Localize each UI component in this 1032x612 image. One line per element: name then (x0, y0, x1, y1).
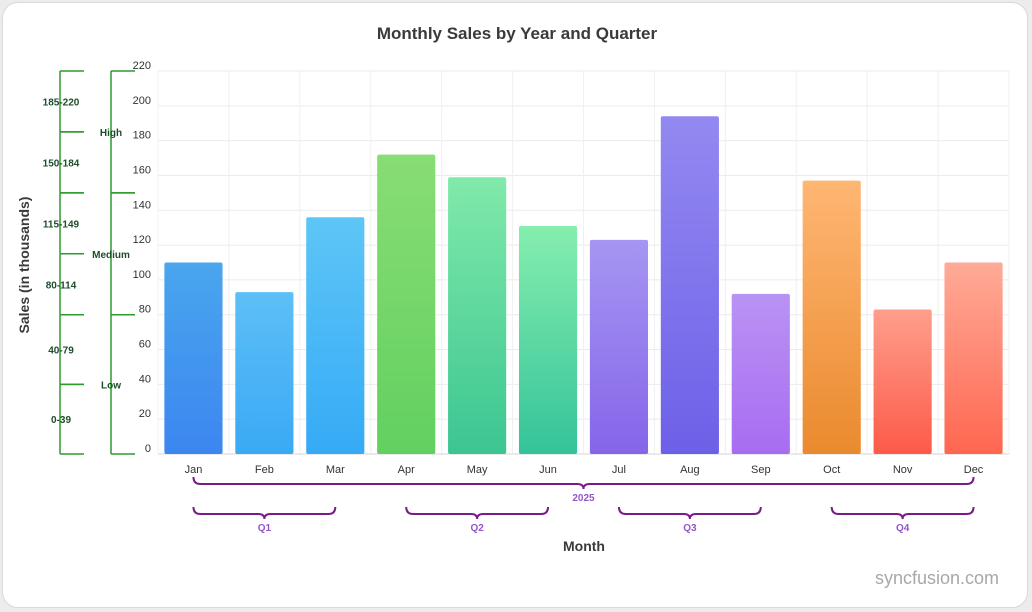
gridlines (157, 70, 1010, 455)
y-level-high-label: High (100, 128, 122, 139)
x-tick-label: Jun (539, 464, 557, 476)
bar-dec (944, 262, 1003, 454)
y-tick-label: 0 (145, 443, 151, 455)
x-tick-label: Apr (398, 464, 415, 476)
x-tick-label: Jul (612, 464, 626, 476)
x-axis-title: Month (563, 538, 605, 554)
y-range-4-label: 150-184 (43, 158, 80, 169)
bar-feb (235, 292, 294, 454)
x-tick-label: May (467, 464, 488, 476)
x-axis-ticks: Jan Feb Mar Apr May Jun Jul Aug Sep Oct Nov Dec (185, 464, 984, 476)
x-tick-label: Sep (751, 464, 771, 476)
bar-may (448, 177, 507, 455)
x-tick-label: Nov (893, 464, 913, 476)
x-tick-label: Dec (964, 464, 984, 476)
y-tick-label: 120 (133, 234, 151, 246)
bar-nov (873, 309, 932, 454)
x-tick-label: Jan (185, 464, 203, 476)
y-tick-label: 160 (133, 164, 151, 176)
x-tick-label: Feb (255, 464, 274, 476)
bar-oct (802, 180, 861, 454)
quarter-bracket-q2 (405, 506, 550, 520)
bar-jul (589, 239, 649, 454)
y-range-5-label: 185-220 (43, 97, 80, 108)
y-axis-title: Sales (in thousands) (16, 197, 32, 334)
y-range-0-label: 0-39 (51, 415, 71, 426)
y-range-brackets: 0-39 40-79 80-114 115-149 150-184 185-220 Low M… (43, 70, 135, 455)
sales-bar-chart: 0 20 40 60 80 100 120 140 160 180 200 220 Jan Feb Mar… (16, 24, 1010, 588)
quarter-bracket-q2-label: Q2 (470, 523, 484, 534)
watermark: syncfusion.com (875, 568, 999, 588)
quarter-bracket-q4 (830, 506, 975, 520)
y-tick-label: 140 (133, 199, 151, 211)
quarter-bracket-q4-label: Q4 (896, 523, 910, 534)
bar-series (164, 116, 1003, 455)
bar-jun (518, 225, 578, 454)
x-tick-label: Aug (680, 464, 700, 476)
bar-jan (164, 262, 223, 454)
bar-sep (731, 293, 790, 454)
quarter-bracket-q1-label: Q1 (258, 523, 272, 534)
year-bracket (192, 476, 975, 490)
y-tick-label: 60 (139, 339, 151, 351)
y-tick-label: 100 (133, 269, 151, 281)
y-tick-label: 180 (133, 130, 151, 142)
x-tick-label: Mar (326, 464, 345, 476)
x-tick-label: Oct (823, 464, 840, 476)
y-level-medium-label: Medium (92, 250, 130, 261)
y-level-low-label: Low (101, 380, 121, 391)
quarter-bracket-q3 (617, 506, 762, 520)
y-tick-label: 200 (133, 95, 151, 107)
y-range-3-label: 115-149 (43, 219, 80, 230)
quarter-bracket-q3-label: Q3 (683, 523, 697, 534)
y-tick-label: 40 (139, 373, 151, 385)
y-range-2-label: 80-114 (46, 280, 77, 291)
x-group-brackets: 2025 Q1 Q2 Q3 Q4 (192, 476, 975, 534)
chart-title: Monthly Sales by Year and Quarter (377, 24, 658, 43)
y-range-1-label: 40-79 (48, 346, 74, 357)
bar-apr (377, 154, 436, 454)
quarter-bracket-q1 (192, 506, 337, 520)
bar-aug (660, 116, 719, 454)
y-tick-label: 220 (133, 60, 151, 72)
bar-mar (306, 217, 365, 454)
y-axis-ticks: 0 20 40 60 80 100 120 140 160 180 200 220 (133, 60, 151, 455)
y-tick-label: 80 (139, 304, 151, 316)
y-tick-label: 20 (139, 408, 151, 420)
year-bracket-label: 2025 (572, 493, 595, 504)
